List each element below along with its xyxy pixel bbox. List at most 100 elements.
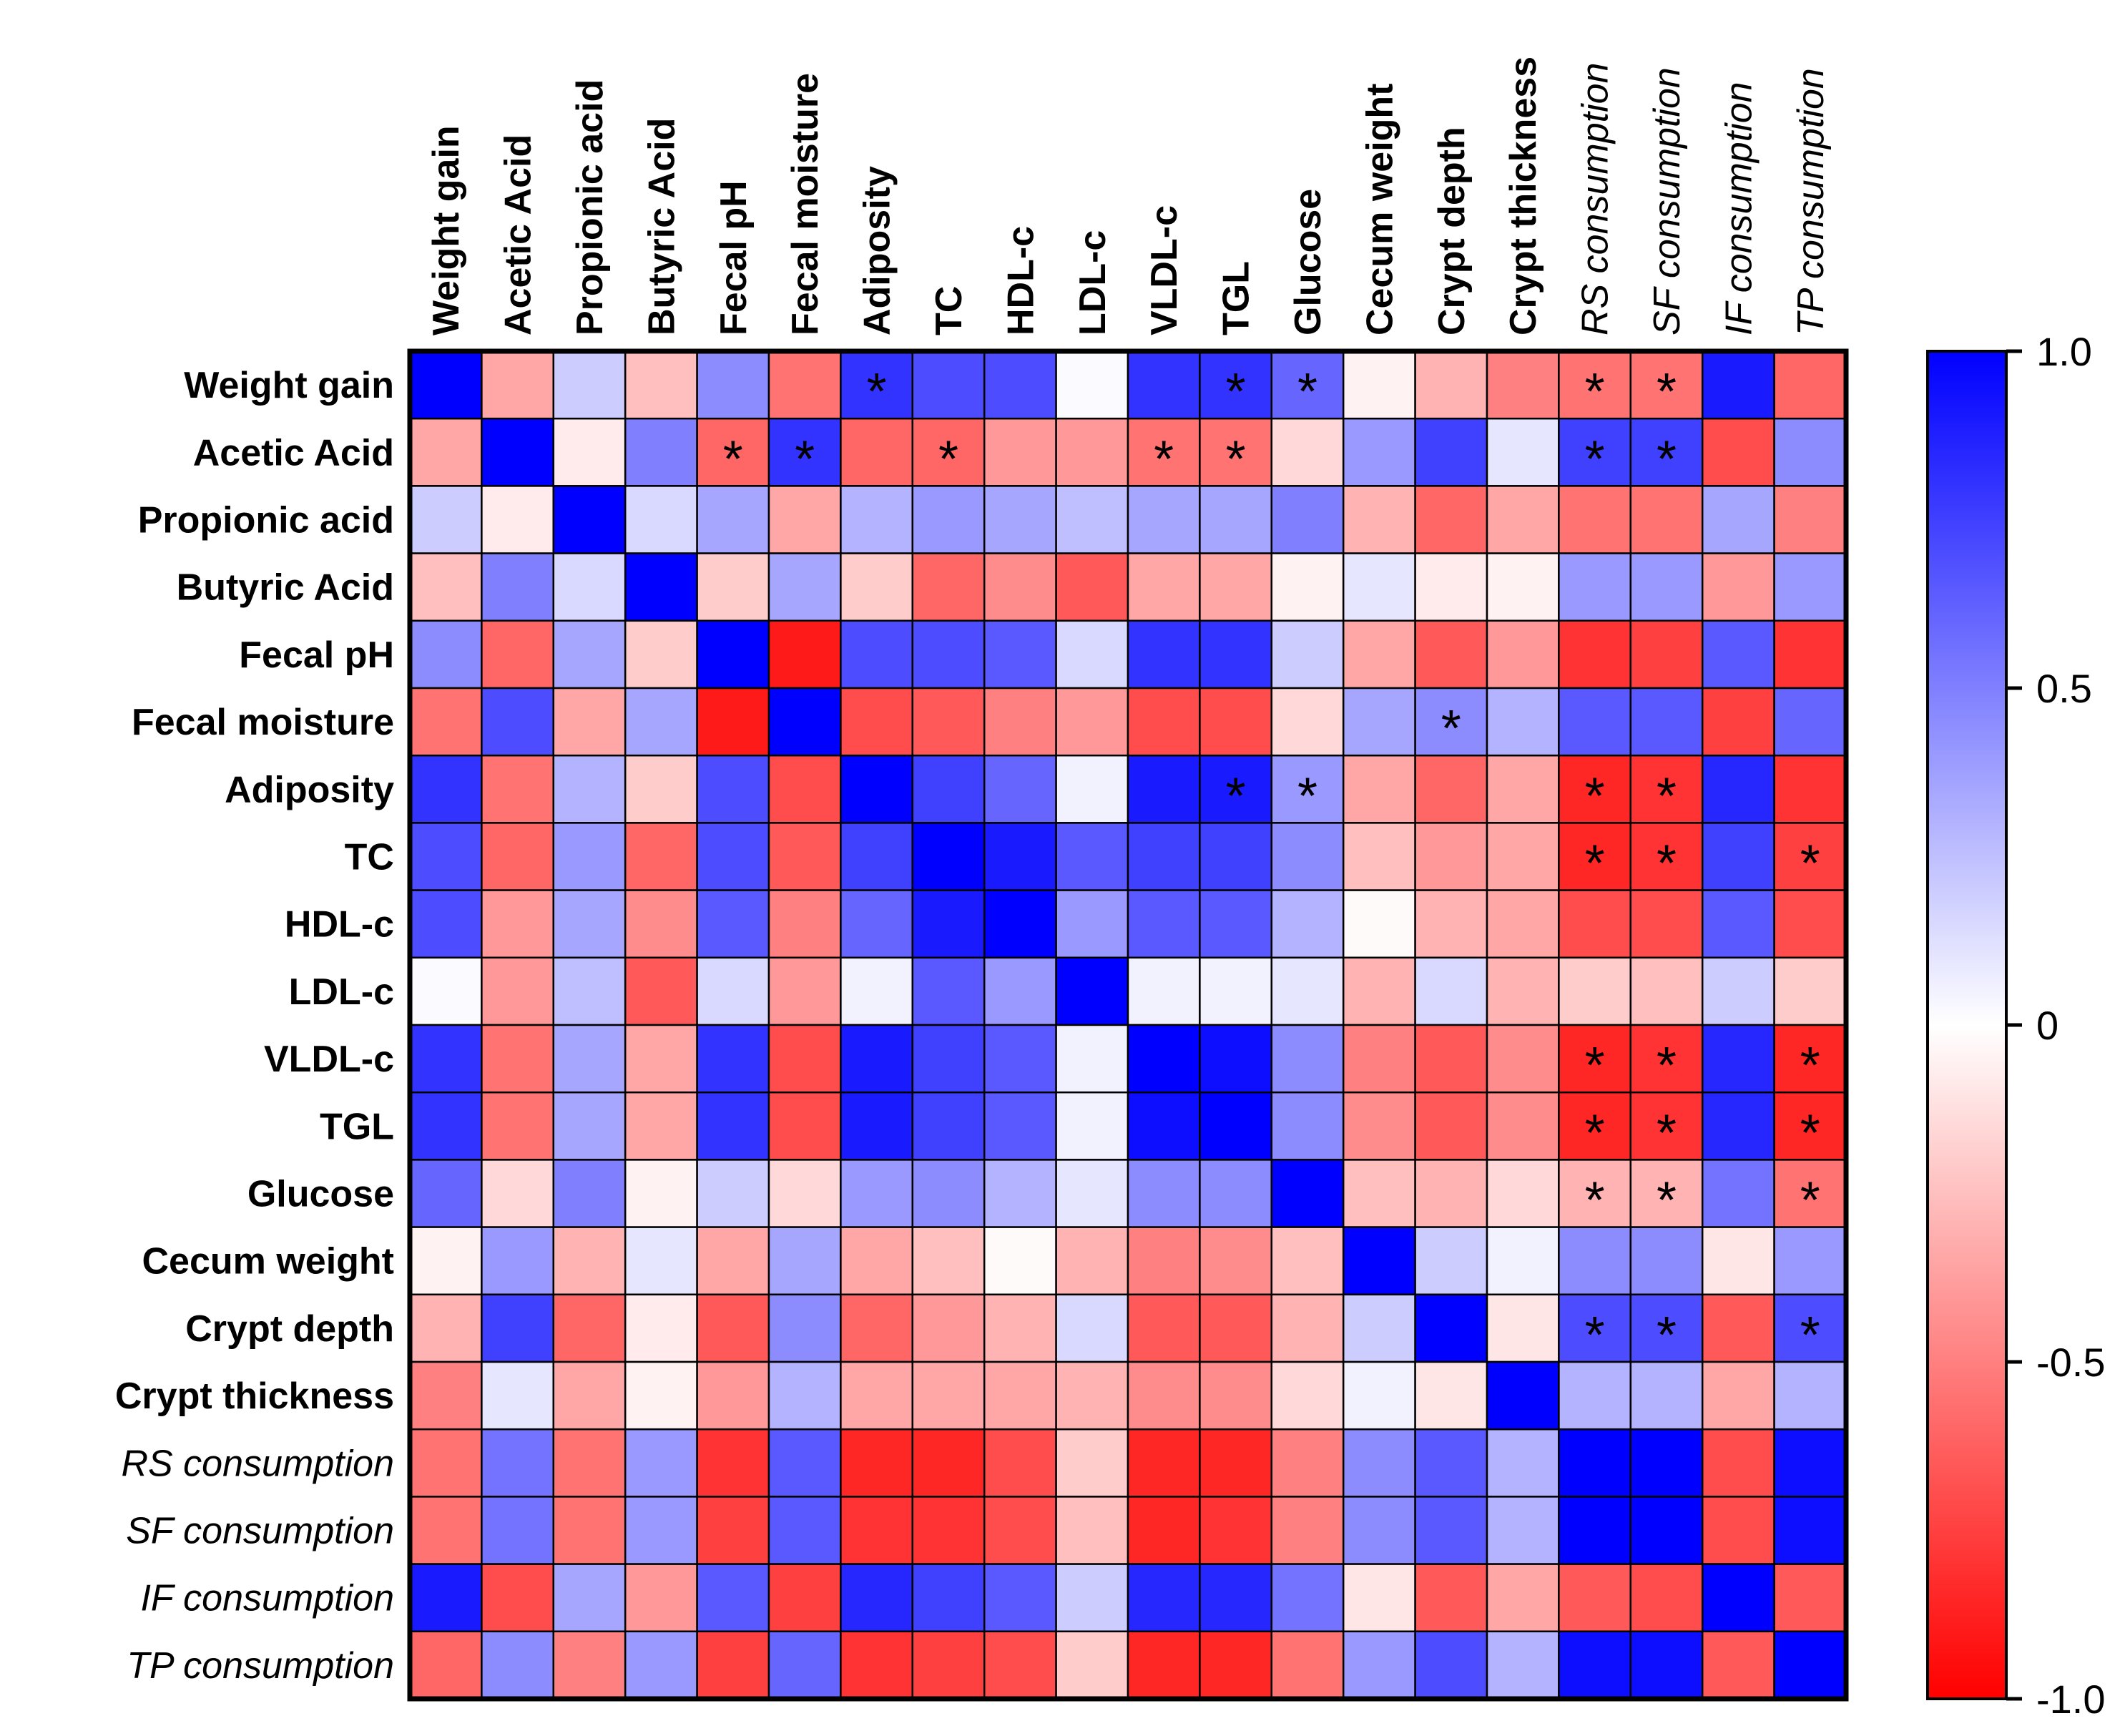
heatmap-cell-hdl-c-x-vldl-c [1127,889,1201,959]
heatmap-cell-fecal-ph-x-crypt-depth [1414,619,1488,690]
heatmap-cell-propionic-acid-x-acetic-acid [481,485,555,554]
heatmap-cell-crypt-depth-x-sf-consumption [1629,1293,1704,1363]
heatmap-cell-weight-gain-x-weight-gain [408,350,483,420]
heatmap-cell-weight-gain-x-adiposity [840,350,914,420]
row-label-weight-gain: Weight gain [184,365,394,406]
heatmap-cell-hdl-c-x-ldl-c [1055,889,1129,959]
heatmap-cell-hdl-c-x-butyric-acid [624,889,698,959]
heatmap-cell-fecal-moisture-x-weight-gain [408,687,483,757]
heatmap-cell-glucose-x-acetic-acid [481,1159,555,1228]
heatmap-cell-butyric-acid-x-propionic-acid [552,552,627,622]
heatmap-cell-propionic-acid-x-sf-consumption [1629,485,1704,554]
heatmap-cell-rs-consumption-x-tc [911,1428,986,1498]
heatmap-cell-cecum-weight-x-cecum-weight [1342,1226,1416,1296]
heatmap-cell-crypt-thickness-x-propionic-acid [552,1360,627,1431]
heatmap-cell-ldl-c-x-tgl [1199,956,1273,1026]
heatmap-cell-fecal-ph-x-adiposity [840,619,914,690]
heatmap-cell-crypt-thickness-x-tc [911,1360,986,1431]
heatmap-cell-fecal-moisture-x-acetic-acid [481,687,555,757]
heatmap-cell-tc-x-weight-gain [408,822,483,891]
heatmap-cell-fecal-moisture-x-hdl-c [983,687,1057,757]
heatmap-cell-glucose-x-fecal-moisture [767,1159,842,1228]
heatmap-cell-glucose-x-crypt-depth [1414,1159,1488,1228]
column-label-if-consumption: IF consumption [1718,82,1760,335]
heatmap-cell-crypt-thickness-x-weight-gain [408,1360,483,1431]
heatmap-cell-tc-x-acetic-acid [481,822,555,891]
heatmap-cell-hdl-c-x-fecal-ph [696,889,770,959]
heatmap-cell-cecum-weight-x-vldl-c [1127,1226,1201,1296]
column-label-crypt-thickness: Crypt thickness [1503,57,1544,335]
heatmap-cell-tgl-x-fecal-moisture [767,1091,842,1161]
heatmap-cell-ldl-c-x-rs-consumption [1558,956,1632,1026]
heatmap-cell-if-consumption-x-vldl-c [1127,1563,1201,1633]
heatmap-cell-glucose-x-glucose [1270,1159,1345,1228]
heatmap-cell-fecal-moisture-x-tp-consumption [1773,687,1847,757]
heatmap-cell-acetic-acid-x-hdl-c [983,417,1057,487]
heatmap-cell-sf-consumption-x-crypt-thickness [1486,1496,1560,1565]
colorbar-tick-label: 1.0 [2036,329,2092,374]
heatmap-cell-tgl-x-crypt-depth [1414,1091,1488,1161]
heatmap-cell-rs-consumption-x-fecal-moisture [767,1428,842,1498]
heatmap-cell-vldl-c-x-fecal-ph [696,1024,770,1094]
heatmap-cell-tc-x-fecal-moisture [767,822,842,891]
heatmap-cell-if-consumption-x-tgl [1199,1563,1273,1633]
heatmap-cell-propionic-acid-x-if-consumption [1701,485,1775,554]
significance-star-glucose-x-rs-consumption: * [1585,1172,1605,1230]
heatmap-cell-fecal-moisture-x-rs-consumption [1558,687,1632,757]
heatmap-cell-ldl-c-x-tp-consumption [1773,956,1847,1026]
heatmap-cell-vldl-c-x-glucose [1270,1024,1345,1094]
heatmap-cell-if-consumption-x-butyric-acid [624,1563,698,1633]
heatmap-cell-sf-consumption-x-weight-gain [408,1496,483,1565]
heatmap-cell-acetic-acid-x-adiposity [840,417,914,487]
heatmap-cell-acetic-acid-x-sf-consumption [1629,417,1704,487]
heatmap-cell-fecal-moisture-x-crypt-thickness [1486,687,1560,757]
heatmap-cell-propionic-acid-x-cecum-weight [1342,485,1416,554]
heatmap-cell-rs-consumption-x-tp-consumption [1773,1428,1847,1498]
heatmap-cell-cecum-weight-x-tp-consumption [1773,1226,1847,1296]
significance-star-adiposity-x-rs-consumption: * [1585,768,1605,825]
significance-star-fecal-moisture-x-crypt-depth: * [1441,700,1461,757]
heatmap-cell-adiposity-x-ldl-c [1055,754,1129,824]
heatmap-cell-propionic-acid-x-fecal-ph [696,485,770,554]
heatmap-cell-vldl-c-x-tp-consumption [1773,1024,1847,1094]
heatmap-cell-ldl-c-x-weight-gain [408,956,483,1026]
heatmap-cell-fecal-ph-x-ldl-c [1055,619,1129,690]
heatmap-cell-acetic-acid-x-ldl-c [1055,417,1129,487]
significance-star-acetic-acid-x-rs-consumption: * [1585,431,1605,488]
heatmap-cell-tgl-x-glucose [1270,1091,1345,1161]
heatmap-cell-adiposity-x-sf-consumption [1629,754,1704,824]
heatmap-cell-ldl-c-x-propionic-acid [552,956,627,1026]
heatmap-cell-tc-x-crypt-thickness [1486,822,1560,891]
heatmap-cell-sf-consumption-x-glucose [1270,1496,1345,1565]
heatmap-cells [408,350,1847,1700]
significance-star-weight-gain-x-tgl: * [1226,363,1246,421]
significance-star-acetic-acid-x-vldl-c: * [1154,431,1174,488]
significance-star-adiposity-x-sf-consumption: * [1657,768,1677,825]
heatmap-cell-if-consumption-x-fecal-ph [696,1563,770,1633]
row-label-vldl-c: VLDL-c [264,1039,394,1080]
column-label-fecal-moisture: Fecal moisture [785,73,826,335]
significance-star-crypt-depth-x-sf-consumption: * [1657,1307,1677,1364]
heatmap-cell-tp-consumption-x-crypt-thickness [1486,1630,1560,1700]
heatmap-cell-fecal-ph-x-acetic-acid [481,619,555,690]
heatmap-cell-if-consumption-x-tc [911,1563,986,1633]
heatmap-cell-tc-x-glucose [1270,822,1345,891]
heatmap-cell-butyric-acid-x-rs-consumption [1558,552,1632,622]
heatmap-cell-crypt-thickness-x-tgl [1199,1360,1273,1431]
heatmap-cell-tc-x-hdl-c [983,822,1057,891]
heatmap-cell-fecal-moisture-x-if-consumption [1701,687,1775,757]
heatmap-cell-crypt-depth-x-acetic-acid [481,1293,555,1363]
heatmap-cell-glucose-x-adiposity [840,1159,914,1228]
heatmap-cell-tc-x-propionic-acid [552,822,627,891]
heatmap-cell-butyric-acid-x-if-consumption [1701,552,1775,622]
heatmap-cell-adiposity-x-adiposity [840,754,914,824]
column-label-crypt-depth: Crypt depth [1431,127,1473,335]
heatmap-cell-fecal-ph-x-cecum-weight [1342,619,1416,690]
heatmap-cell-ldl-c-x-crypt-depth [1414,956,1488,1026]
heatmap-cell-vldl-c-x-rs-consumption [1558,1024,1632,1094]
heatmap-cell-rs-consumption-x-weight-gain [408,1428,483,1498]
heatmap-cell-weight-gain-x-crypt-thickness [1486,350,1560,420]
heatmap-cell-hdl-c-x-tp-consumption [1773,889,1847,959]
heatmap-cell-hdl-c-x-acetic-acid [481,889,555,959]
heatmap-cell-butyric-acid-x-butyric-acid [624,552,698,622]
